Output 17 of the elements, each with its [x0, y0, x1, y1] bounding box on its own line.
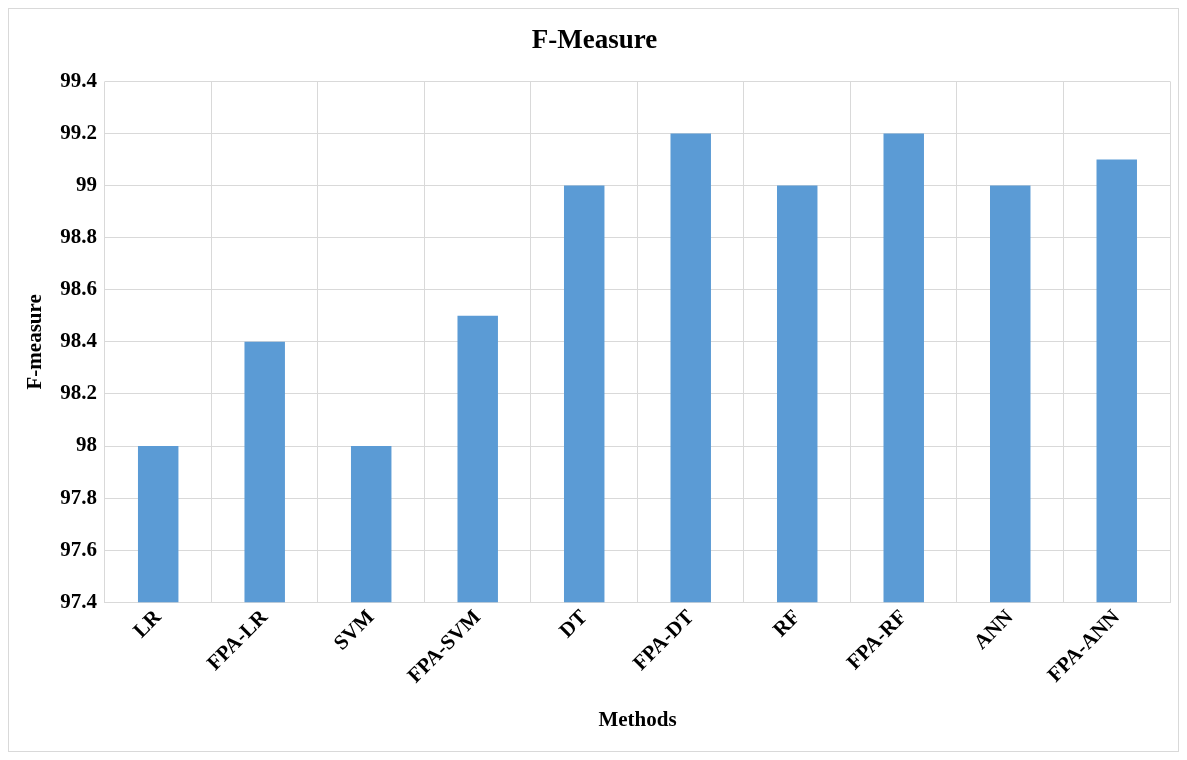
- y-tick-label: 98.4: [60, 328, 98, 353]
- y-tick-label: 99.4: [60, 67, 98, 92]
- x-tick-label: LR: [127, 604, 167, 643]
- y-tick-label: 97.8: [60, 484, 97, 509]
- x-tick-label: RF: [767, 604, 805, 642]
- y-tick-label: 98.8: [60, 224, 97, 249]
- x-tick-label: DT: [553, 604, 592, 643]
- y-tick-label: 99: [75, 172, 97, 196]
- y-tick-label: 98.2: [60, 380, 97, 405]
- y-tick-label: 98.6: [60, 276, 97, 301]
- chart-title: F-Measure: [531, 24, 658, 55]
- y-tick-label: 99.2: [60, 119, 97, 144]
- y-tick-label: 97.6: [60, 536, 97, 561]
- x-axis-title: Methods: [598, 706, 677, 731]
- y-tick-label: 97.4: [60, 588, 98, 613]
- y-axis-title: F-measure: [22, 294, 47, 390]
- y-tick-label: 98: [75, 432, 97, 457]
